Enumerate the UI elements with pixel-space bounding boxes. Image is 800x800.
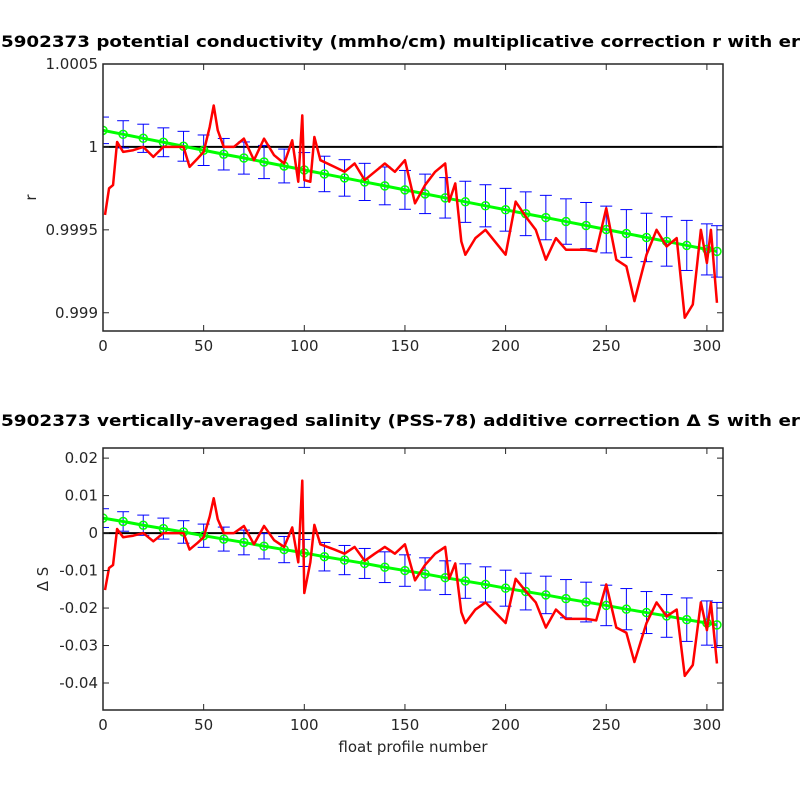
fit-marker [460, 197, 471, 207]
y-tick-label: 1 [88, 138, 98, 156]
x-tick-label: 0 [98, 337, 108, 355]
fit-marker [541, 212, 551, 223]
fit-marker [500, 205, 511, 215]
fit-marker [561, 593, 571, 604]
x-tick-label: 100 [290, 716, 319, 734]
fit-marker [319, 551, 330, 562]
fit-marker [480, 579, 491, 590]
fit-line [103, 128, 718, 253]
error-bar [103, 508, 109, 528]
fit-marker [500, 583, 511, 593]
fit-marker [400, 565, 410, 576]
y-tick-label: 1.0005 [46, 55, 99, 73]
fit-marker [103, 125, 108, 136]
y-axis-label: Δ S [34, 567, 52, 592]
fit-marker [621, 604, 632, 614]
chart-title: 5902373 vertically-averaged salinity (PS… [1, 411, 800, 430]
fit-marker [259, 541, 269, 551]
fit-marker [380, 562, 390, 572]
fit-marker [259, 157, 269, 167]
fit-marker [460, 576, 471, 586]
x-tick-label: 50 [194, 337, 213, 355]
y-tick-label: -0.03 [59, 637, 98, 655]
fit-line [103, 516, 718, 627]
y-axis-label: r [22, 194, 40, 201]
axes-frame [102, 447, 724, 711]
error-bar [103, 116, 109, 145]
fit-marker [239, 537, 249, 548]
x-tick-label: 200 [491, 716, 520, 734]
x-tick-label: 250 [592, 337, 621, 355]
y-tick-label: -0.01 [59, 562, 98, 580]
fit-marker [541, 590, 551, 600]
data-line [103, 104, 719, 319]
fit-marker [319, 169, 330, 179]
x-axis-label: float profile number [338, 738, 488, 756]
fit-marker [198, 145, 209, 155]
fit-marker [138, 520, 149, 530]
fit-marker [581, 597, 591, 607]
y-tick-label: 0.02 [65, 449, 98, 467]
fit-marker [118, 129, 128, 140]
y-tick-label: 0 [88, 524, 98, 542]
fit-marker [682, 614, 692, 625]
fit-marker [561, 216, 571, 227]
chart-title: 5902373 potential conductivity (mmho/cm)… [1, 32, 800, 51]
fit-marker [339, 173, 350, 183]
fit-marker [520, 586, 531, 597]
x-tick-label: 50 [194, 716, 213, 734]
fit-marker [380, 181, 390, 191]
y-tick-label: 0.999 [55, 304, 98, 322]
fit-marker [103, 513, 108, 523]
fit-marker [219, 534, 229, 544]
x-tick-label: 300 [693, 716, 722, 734]
fit-marker [480, 201, 491, 211]
fit-marker [420, 569, 430, 579]
y-tick-label: -0.04 [59, 674, 98, 692]
fit-marker [138, 133, 149, 144]
x-tick-label: 200 [491, 337, 520, 355]
axes-frame [102, 63, 724, 332]
y-tick-label: 0.9995 [46, 221, 99, 239]
fit-marker [339, 555, 350, 565]
fit-marker [239, 153, 249, 163]
fit-marker [661, 611, 672, 621]
x-tick-label: 250 [592, 716, 621, 734]
fit-marker [641, 232, 652, 243]
y-tick-label: -0.02 [59, 599, 98, 617]
plot-area [103, 104, 723, 319]
fit-marker [581, 220, 591, 231]
fit-marker [118, 516, 128, 527]
plot-area [103, 479, 723, 678]
fit-marker [682, 240, 692, 251]
x-tick-label: 150 [391, 716, 420, 734]
x-tick-label: 300 [693, 337, 722, 355]
fit-marker [400, 185, 410, 195]
x-tick-label: 0 [98, 716, 108, 734]
fit-marker [621, 228, 632, 239]
fit-marker [198, 530, 209, 541]
x-tick-label: 100 [290, 337, 319, 355]
x-tick-label: 150 [391, 337, 420, 355]
fit-marker [219, 149, 229, 159]
data-line [103, 479, 719, 678]
y-tick-label: 0.01 [65, 487, 98, 505]
